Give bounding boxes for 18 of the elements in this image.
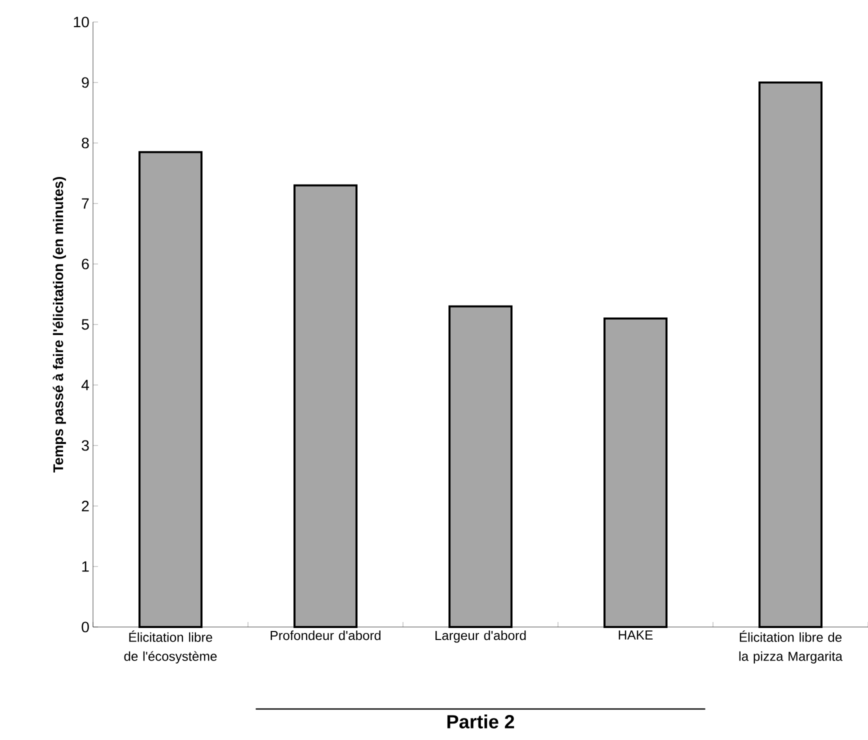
x-tick-label: Profondeur d'abord xyxy=(270,630,380,640)
y-tick-label: 7 xyxy=(82,198,89,209)
y-tick-label: 5 xyxy=(82,319,89,330)
y-tick-label: 8 xyxy=(82,138,89,148)
y-tick-label: 4 xyxy=(81,380,90,390)
y-axis-title: Temps passé à faire l'élicitation (en minutes) xyxy=(52,177,66,473)
text: Partie 2 xyxy=(447,714,514,728)
x-tick-label: Élicitation libre de l'écosystème xyxy=(124,630,217,664)
y-tick-label: 2 xyxy=(82,500,89,512)
y-tick-label: 3 xyxy=(82,440,89,451)
x-tick-label: Élicitation libre de la pizza Margarita xyxy=(739,630,843,664)
y-tick-label: 9 xyxy=(82,77,89,88)
x-tick-label: HAKE xyxy=(618,630,653,640)
y-tick-label: 6 xyxy=(82,258,89,270)
x-tick-label: Largeur d'abord xyxy=(436,630,526,643)
y-tick-label: 10 xyxy=(74,16,89,28)
y-tick-label: 0 xyxy=(82,622,89,632)
y-tick-label: 1 xyxy=(82,561,89,572)
